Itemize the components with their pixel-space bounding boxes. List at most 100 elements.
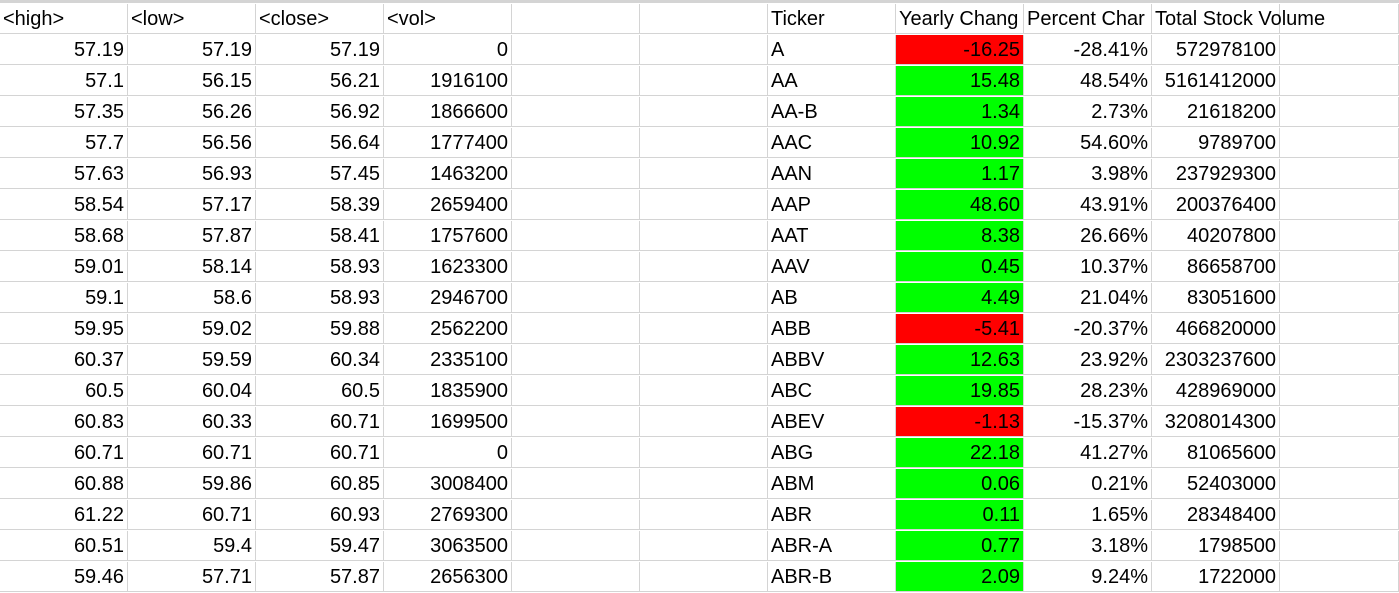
summary-cell-volume[interactable]: 200376400 bbox=[1152, 190, 1280, 220]
summary-cell-ticker[interactable]: AAT bbox=[768, 221, 896, 251]
summary-cell-percent[interactable]: 26.66% bbox=[1024, 221, 1152, 251]
cell-high[interactable]: 60.51 bbox=[0, 531, 128, 561]
column-header-vol[interactable]: <vol> bbox=[384, 4, 512, 34]
summary-cell-percent[interactable]: 9.24% bbox=[1024, 562, 1152, 592]
cell-close[interactable]: 58.39 bbox=[256, 190, 384, 220]
empty-cell[interactable] bbox=[1280, 190, 1399, 220]
summary-cell-ticker[interactable]: ABC bbox=[768, 376, 896, 406]
empty-cell[interactable] bbox=[1280, 252, 1399, 282]
cell-close[interactable]: 57.87 bbox=[256, 562, 384, 592]
cell-vol[interactable]: 1699500 bbox=[384, 407, 512, 437]
empty-cell[interactable] bbox=[512, 128, 640, 158]
summary-cell-change[interactable]: -1.13 bbox=[896, 407, 1024, 437]
empty-cell[interactable] bbox=[640, 159, 768, 189]
cell-vol[interactable]: 3063500 bbox=[384, 531, 512, 561]
empty-cell[interactable] bbox=[1280, 4, 1399, 34]
empty-cell[interactable] bbox=[640, 562, 768, 592]
empty-cell[interactable] bbox=[1280, 314, 1399, 344]
cell-low[interactable]: 59.86 bbox=[128, 469, 256, 499]
cell-low[interactable]: 60.33 bbox=[128, 407, 256, 437]
summary-cell-percent[interactable]: 41.27% bbox=[1024, 438, 1152, 468]
empty-cell[interactable] bbox=[640, 97, 768, 127]
summary-cell-percent[interactable]: 43.91% bbox=[1024, 190, 1152, 220]
summary-cell-volume[interactable]: 428969000 bbox=[1152, 376, 1280, 406]
summary-cell-percent[interactable]: 48.54% bbox=[1024, 66, 1152, 96]
summary-cell-percent[interactable]: 54.60% bbox=[1024, 128, 1152, 158]
empty-cell[interactable] bbox=[512, 190, 640, 220]
summary-cell-percent[interactable]: 21.04% bbox=[1024, 283, 1152, 313]
cell-high[interactable]: 57.1 bbox=[0, 66, 128, 96]
summary-cell-volume[interactable]: 5161412000 bbox=[1152, 66, 1280, 96]
empty-cell[interactable] bbox=[512, 438, 640, 468]
summary-header-percent[interactable]: Percent Char bbox=[1024, 4, 1152, 34]
empty-cell[interactable] bbox=[1280, 35, 1399, 65]
cell-high[interactable]: 59.46 bbox=[0, 562, 128, 592]
cell-high[interactable]: 57.7 bbox=[0, 128, 128, 158]
empty-cell[interactable] bbox=[640, 314, 768, 344]
cell-high[interactable]: 59.01 bbox=[0, 252, 128, 282]
empty-cell[interactable] bbox=[1280, 159, 1399, 189]
empty-cell[interactable] bbox=[640, 35, 768, 65]
empty-cell[interactable] bbox=[512, 531, 640, 561]
empty-cell[interactable] bbox=[512, 221, 640, 251]
summary-cell-change[interactable]: 10.92 bbox=[896, 128, 1024, 158]
cell-high[interactable]: 57.19 bbox=[0, 35, 128, 65]
cell-low[interactable]: 56.26 bbox=[128, 97, 256, 127]
summary-cell-volume[interactable]: 466820000 bbox=[1152, 314, 1280, 344]
empty-cell[interactable] bbox=[640, 376, 768, 406]
cell-close[interactable]: 58.41 bbox=[256, 221, 384, 251]
summary-cell-ticker[interactable]: ABM bbox=[768, 469, 896, 499]
summary-cell-volume[interactable]: 1722000 bbox=[1152, 562, 1280, 592]
cell-vol[interactable]: 1757600 bbox=[384, 221, 512, 251]
cell-close[interactable]: 58.93 bbox=[256, 252, 384, 282]
summary-cell-change[interactable]: 48.60 bbox=[896, 190, 1024, 220]
summary-cell-ticker[interactable]: ABR-A bbox=[768, 531, 896, 561]
summary-cell-change[interactable]: 1.34 bbox=[896, 97, 1024, 127]
cell-high[interactable]: 60.37 bbox=[0, 345, 128, 375]
column-header-low[interactable]: <low> bbox=[128, 4, 256, 34]
summary-cell-volume[interactable]: 572978100 bbox=[1152, 35, 1280, 65]
empty-cell[interactable] bbox=[512, 97, 640, 127]
cell-close[interactable]: 58.93 bbox=[256, 283, 384, 313]
cell-high[interactable]: 58.68 bbox=[0, 221, 128, 251]
summary-header-volume[interactable]: Total Stock Volume bbox=[1152, 4, 1325, 34]
summary-cell-volume[interactable]: 1798500 bbox=[1152, 531, 1280, 561]
summary-cell-volume[interactable]: 9789700 bbox=[1152, 128, 1280, 158]
summary-header-ticker[interactable]: Ticker bbox=[768, 4, 896, 34]
cell-vol[interactable]: 2656300 bbox=[384, 562, 512, 592]
summary-cell-ticker[interactable]: ABG bbox=[768, 438, 896, 468]
cell-vol[interactable]: 1623300 bbox=[384, 252, 512, 282]
cell-vol[interactable]: 1916100 bbox=[384, 66, 512, 96]
summary-cell-change[interactable]: 22.18 bbox=[896, 438, 1024, 468]
cell-vol[interactable]: 0 bbox=[384, 35, 512, 65]
cell-low[interactable]: 59.4 bbox=[128, 531, 256, 561]
empty-cell[interactable] bbox=[1280, 500, 1399, 530]
cell-close[interactable]: 60.71 bbox=[256, 407, 384, 437]
empty-cell[interactable] bbox=[512, 252, 640, 282]
summary-cell-change[interactable]: 0.77 bbox=[896, 531, 1024, 561]
cell-vol[interactable]: 0 bbox=[384, 438, 512, 468]
summary-cell-volume[interactable]: 237929300 bbox=[1152, 159, 1280, 189]
empty-cell[interactable] bbox=[1280, 469, 1399, 499]
cell-vol[interactable]: 2946700 bbox=[384, 283, 512, 313]
summary-cell-ticker[interactable]: AAC bbox=[768, 128, 896, 158]
cell-high[interactable]: 59.1 bbox=[0, 283, 128, 313]
empty-cell[interactable] bbox=[512, 4, 640, 34]
summary-cell-percent[interactable]: -28.41% bbox=[1024, 35, 1152, 65]
summary-cell-percent[interactable]: 1.65% bbox=[1024, 500, 1152, 530]
summary-cell-ticker[interactable]: ABB bbox=[768, 314, 896, 344]
summary-cell-change[interactable]: -5.41 bbox=[896, 314, 1024, 344]
summary-cell-percent[interactable]: 2.73% bbox=[1024, 97, 1152, 127]
empty-cell[interactable] bbox=[1280, 345, 1399, 375]
cell-high[interactable]: 58.54 bbox=[0, 190, 128, 220]
column-header-high[interactable]: <high> bbox=[0, 4, 128, 34]
cell-close[interactable]: 60.71 bbox=[256, 438, 384, 468]
cell-low[interactable]: 59.59 bbox=[128, 345, 256, 375]
summary-cell-percent[interactable]: 23.92% bbox=[1024, 345, 1152, 375]
summary-cell-ticker[interactable]: ABR-B bbox=[768, 562, 896, 592]
cell-close[interactable]: 56.64 bbox=[256, 128, 384, 158]
cell-vol[interactable]: 2562200 bbox=[384, 314, 512, 344]
cell-low[interactable]: 56.15 bbox=[128, 66, 256, 96]
cell-low[interactable]: 57.87 bbox=[128, 221, 256, 251]
empty-cell[interactable] bbox=[640, 531, 768, 561]
